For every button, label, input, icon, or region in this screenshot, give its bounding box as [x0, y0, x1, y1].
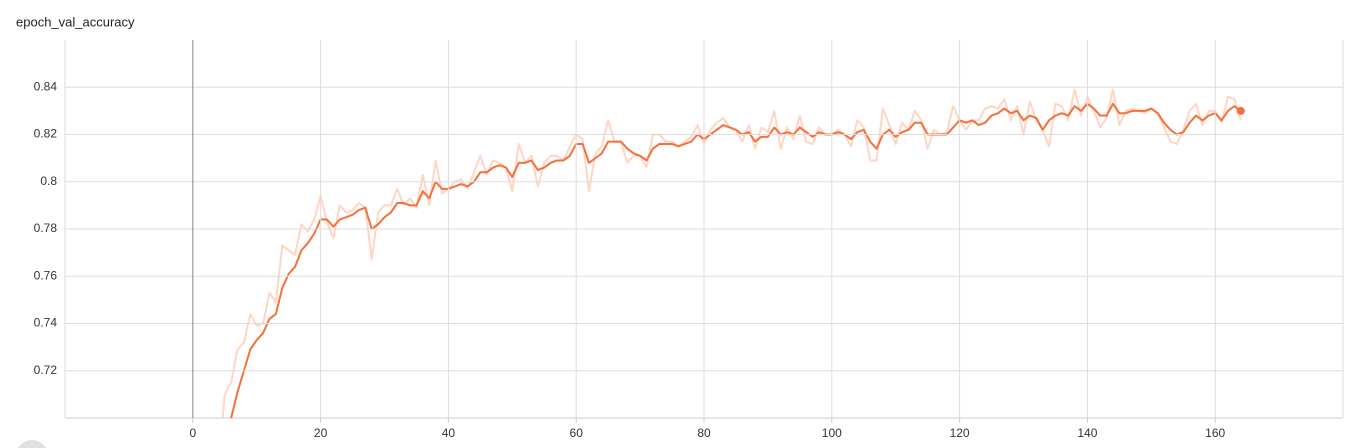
x-tick-label: 0 — [189, 426, 196, 440]
line — [221, 88, 1242, 418]
last-point — [1236, 106, 1245, 115]
chart-title: epoch_val_accuracy — [16, 14, 135, 29]
y-tick-label: 0.84 — [34, 79, 58, 93]
plot-area — [221, 88, 1242, 418]
y-tick-label: 0.74 — [34, 316, 58, 330]
y-tick-label: 0.78 — [34, 221, 58, 235]
ui-button[interactable] — [16, 440, 48, 448]
x-tick-label: 80 — [697, 426, 711, 440]
y-tick-label: 0.72 — [34, 363, 58, 377]
x-tick-label: 60 — [570, 426, 584, 440]
x-tick-label: 120 — [950, 426, 970, 440]
y-tick-label: 0.82 — [34, 127, 58, 141]
x-tick-label: 160 — [1205, 426, 1225, 440]
line — [230, 102, 1242, 418]
x-tick-label: 140 — [1077, 426, 1097, 440]
y-tick-label: 0.76 — [34, 268, 58, 282]
x-tick-label: 100 — [822, 426, 842, 440]
x-tick-label: 20 — [314, 426, 328, 440]
y-tick-label: 0.8 — [40, 174, 57, 188]
x-tick-label: 40 — [442, 426, 456, 440]
